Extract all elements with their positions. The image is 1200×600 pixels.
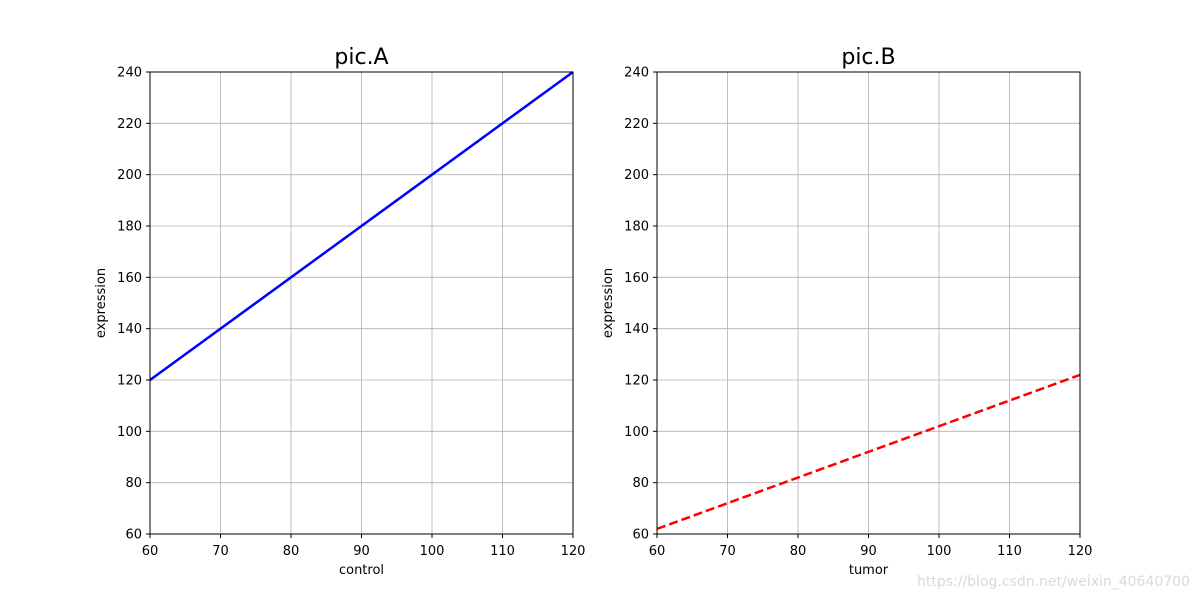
- y-tick-label: 60: [632, 528, 649, 543]
- y-tick-label: 220: [117, 117, 142, 132]
- x-tick-label: 100: [420, 544, 445, 559]
- chart-title: pic.A: [334, 45, 388, 70]
- y-tick-label: 240: [624, 66, 649, 81]
- x-tick-label: 90: [353, 544, 370, 559]
- y-tick-label: 160: [117, 271, 142, 286]
- y-tick-label: 100: [117, 425, 142, 440]
- x-tick-label: 60: [649, 544, 666, 559]
- watermark-text: https://blog.csdn.net/weixin_40640700: [917, 574, 1190, 590]
- y-tick-label: 220: [624, 117, 649, 132]
- y-axis-label: expression: [601, 268, 616, 338]
- y-tick-label: 140: [624, 322, 649, 337]
- y-tick-label: 80: [632, 476, 649, 491]
- x-tick-label: 110: [997, 544, 1022, 559]
- series-line: [656, 373, 1081, 531]
- panel-pic-a: 60 70 80 90 100 110 120 60 80 100 120 140 160 180 200 2…: [94, 45, 585, 578]
- x-tick-label: 120: [561, 544, 586, 559]
- x-tick-label: 60: [142, 544, 159, 559]
- x-tick-label: 90: [860, 544, 877, 559]
- x-tick-label: 70: [212, 544, 229, 559]
- x-tick-label: 100: [927, 544, 952, 559]
- panel-pic-b: 60 70 80 90 100 110 120 60 80 100 120 140 160 180 200 2…: [601, 45, 1092, 578]
- y-tick-label: 120: [117, 374, 142, 389]
- y-tick-label: 120: [624, 374, 649, 389]
- chart-title: pic.B: [841, 45, 895, 70]
- y-tick-label: 240: [117, 66, 142, 81]
- series-line: [149, 70, 574, 382]
- y-axis-label: expression: [94, 268, 109, 338]
- y-tick-label: 80: [125, 476, 142, 491]
- y-tick-label: 140: [117, 322, 142, 337]
- x-tick-label: 80: [790, 544, 807, 559]
- y-tick-label: 180: [117, 220, 142, 235]
- x-tick-label: 110: [490, 544, 515, 559]
- y-tick-label: 60: [125, 528, 142, 543]
- y-tick-label: 200: [624, 168, 649, 183]
- y-tick-label: 200: [117, 168, 142, 183]
- x-tick-label: 120: [1068, 544, 1093, 559]
- x-axis-label: tumor: [849, 563, 889, 578]
- x-axis-label: control: [339, 563, 384, 578]
- y-tick-label: 100: [624, 425, 649, 440]
- y-tick-label: 160: [624, 271, 649, 286]
- x-tick-label: 80: [283, 544, 300, 559]
- y-tick-label: 180: [624, 220, 649, 235]
- x-tick-label: 70: [719, 544, 736, 559]
